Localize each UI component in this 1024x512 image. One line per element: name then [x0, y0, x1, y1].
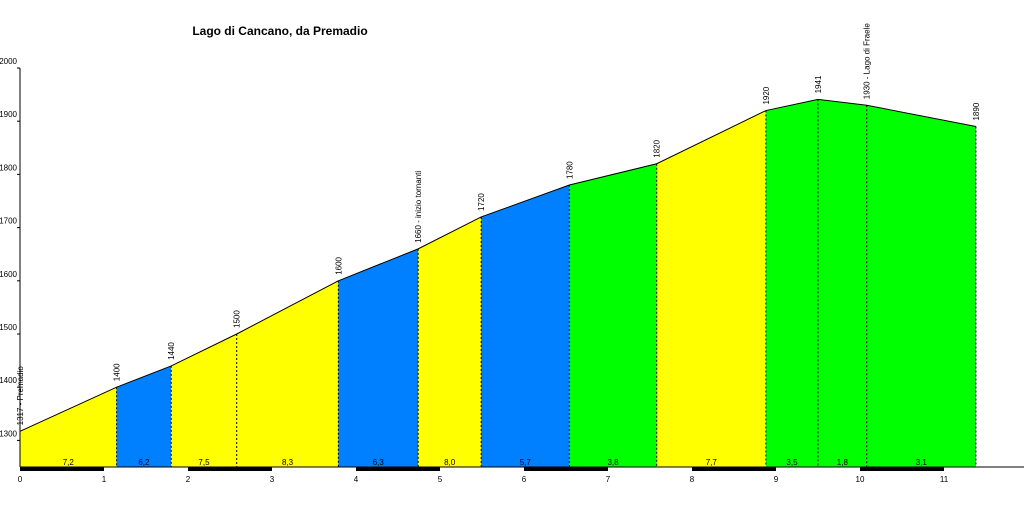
chart-title: Lago di Cancano, da Premadio: [192, 24, 367, 38]
x-tick-label: 0: [18, 475, 23, 484]
gradient-label: 6,3: [373, 458, 385, 467]
segment: [20, 387, 117, 467]
y-tick-label: 1900: [0, 110, 18, 119]
segment: [765, 99, 818, 467]
y-tick-label: 1400: [0, 376, 18, 385]
segment: [569, 163, 657, 467]
gradient-label: 5,7: [520, 458, 532, 467]
x-tick-label: 10: [856, 475, 865, 484]
x-tick-label: 11: [940, 475, 949, 484]
point-label: 1600: [334, 256, 343, 274]
y-tick-label: 1600: [0, 270, 18, 279]
x-tick-label: 1: [102, 475, 107, 484]
gradient-label: 3,1: [916, 458, 928, 467]
x-tick-label: 6: [522, 475, 527, 484]
x-tick-label: 3: [270, 475, 275, 484]
km-bar: [20, 467, 104, 471]
segment: [866, 105, 976, 468]
segment: [481, 185, 570, 468]
point-label: 1400: [113, 363, 122, 381]
segment: [171, 334, 237, 467]
point-label: 1500: [233, 310, 242, 328]
y-tick-label: 1500: [0, 323, 18, 332]
km-bar: [860, 467, 944, 471]
x-tick-label: 8: [690, 475, 695, 484]
gradient-label: 3,5: [786, 458, 798, 467]
segment: [818, 99, 867, 467]
gradient-label: 7,5: [198, 458, 210, 467]
point-label: 1920: [762, 86, 771, 104]
x-tick-label: 4: [354, 475, 359, 484]
segment: [418, 216, 482, 467]
y-tick-label: 1800: [0, 163, 18, 172]
point-label: 1440: [167, 342, 176, 360]
gradient-label: 7,7: [706, 458, 718, 467]
point-label: 1720: [477, 193, 486, 211]
point-label: 1890: [972, 102, 981, 120]
x-tick-label: 5: [438, 475, 443, 484]
point-label: 1780: [565, 161, 574, 179]
gradient-label: 7,2: [63, 458, 75, 467]
gradient-label: 3,8: [607, 458, 619, 467]
x-tick-label: 9: [774, 475, 779, 484]
y-tick-label: 1700: [0, 217, 18, 226]
point-label: 1660 - inizio tornanti: [414, 171, 423, 243]
y-tick-label: 1300: [0, 429, 18, 438]
segment: [116, 365, 172, 467]
km-bar: [692, 467, 776, 471]
gradient-label: 1,8: [837, 458, 849, 467]
x-tick-label: 7: [606, 475, 611, 484]
km-bar: [188, 467, 272, 471]
y-tick-label: 2000: [0, 57, 18, 66]
segment: [656, 110, 766, 467]
gradient-label: 8,0: [444, 458, 456, 467]
point-label: 1941: [814, 75, 823, 93]
x-tick-label: 2: [186, 475, 191, 484]
point-label: 1930 - Lago di Fraele: [863, 23, 872, 100]
segment: [236, 280, 339, 467]
km-bar: [524, 467, 608, 471]
km-bar: [356, 467, 440, 471]
gradient-label: 6,2: [138, 458, 150, 467]
gradient-label: 8,3: [282, 458, 294, 467]
segment: [338, 248, 419, 467]
point-label: 1820: [653, 139, 662, 157]
